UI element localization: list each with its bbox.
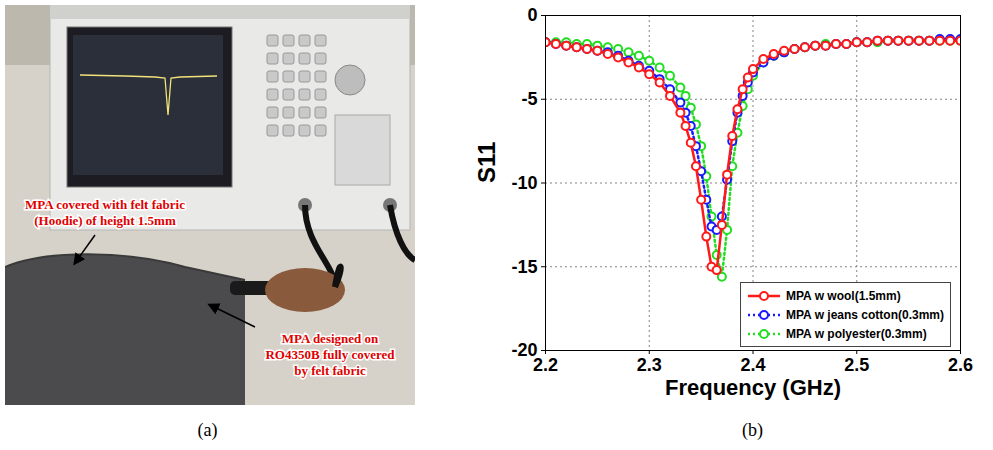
- svg-text:RO4350B fully covered: RO4350B fully covered: [265, 347, 395, 362]
- svg-text:0: 0: [527, 5, 537, 25]
- svg-text:(Hoodie) of height 1.5mm: (Hoodie) of height 1.5mm: [34, 213, 176, 228]
- svg-text:MPA designed on: MPA designed on: [282, 331, 379, 346]
- svg-text:MPA covered with felt fabric: MPA covered with felt fabric: [25, 197, 185, 212]
- svg-text:2.6: 2.6: [948, 355, 973, 375]
- svg-text:RO4350B fully covered: RO4350B fully covered: [265, 347, 395, 362]
- html-text:(b): (b): [742, 420, 763, 440]
- svg-text:2.4: 2.4: [740, 355, 765, 375]
- svg-text:MPA designed on: MPA designed on: [282, 331, 379, 346]
- svg-text:-20: -20: [511, 340, 537, 360]
- svg-text:(Hoodie) of height 1.5mm: (Hoodie) of height 1.5mm: [34, 213, 176, 228]
- svg-text:MPA covered with felt fabric: MPA covered with felt fabric: [25, 197, 185, 212]
- svg-text:-10: -10: [511, 173, 537, 193]
- svg-text:2.2: 2.2: [533, 355, 558, 376]
- svg-text:S11: S11: [473, 142, 500, 183]
- html-text:MPA w wool(1.5mm): MPA w wool(1.5mm): [786, 288, 901, 303]
- svg-text:2.3: 2.3: [637, 355, 662, 375]
- html-text:(a): (a): [197, 420, 218, 440]
- svg-text:by felt fabric: by felt fabric: [294, 363, 366, 378]
- svg-text:-5: -5: [521, 89, 537, 109]
- html-text:MPA w polyester(0.3mm): MPA w polyester(0.3mm): [786, 326, 927, 341]
- html-text:MPA w jeans cotton(0.3mm): MPA w jeans cotton(0.3mm): [786, 307, 944, 322]
- svg-text:by felt fabric: by felt fabric: [294, 363, 366, 378]
- svg-text:-15: -15: [511, 257, 537, 277]
- svg-text:2.5: 2.5: [844, 355, 869, 375]
- svg-text:Frequency (GHz): Frequency (GHz): [665, 375, 841, 400]
